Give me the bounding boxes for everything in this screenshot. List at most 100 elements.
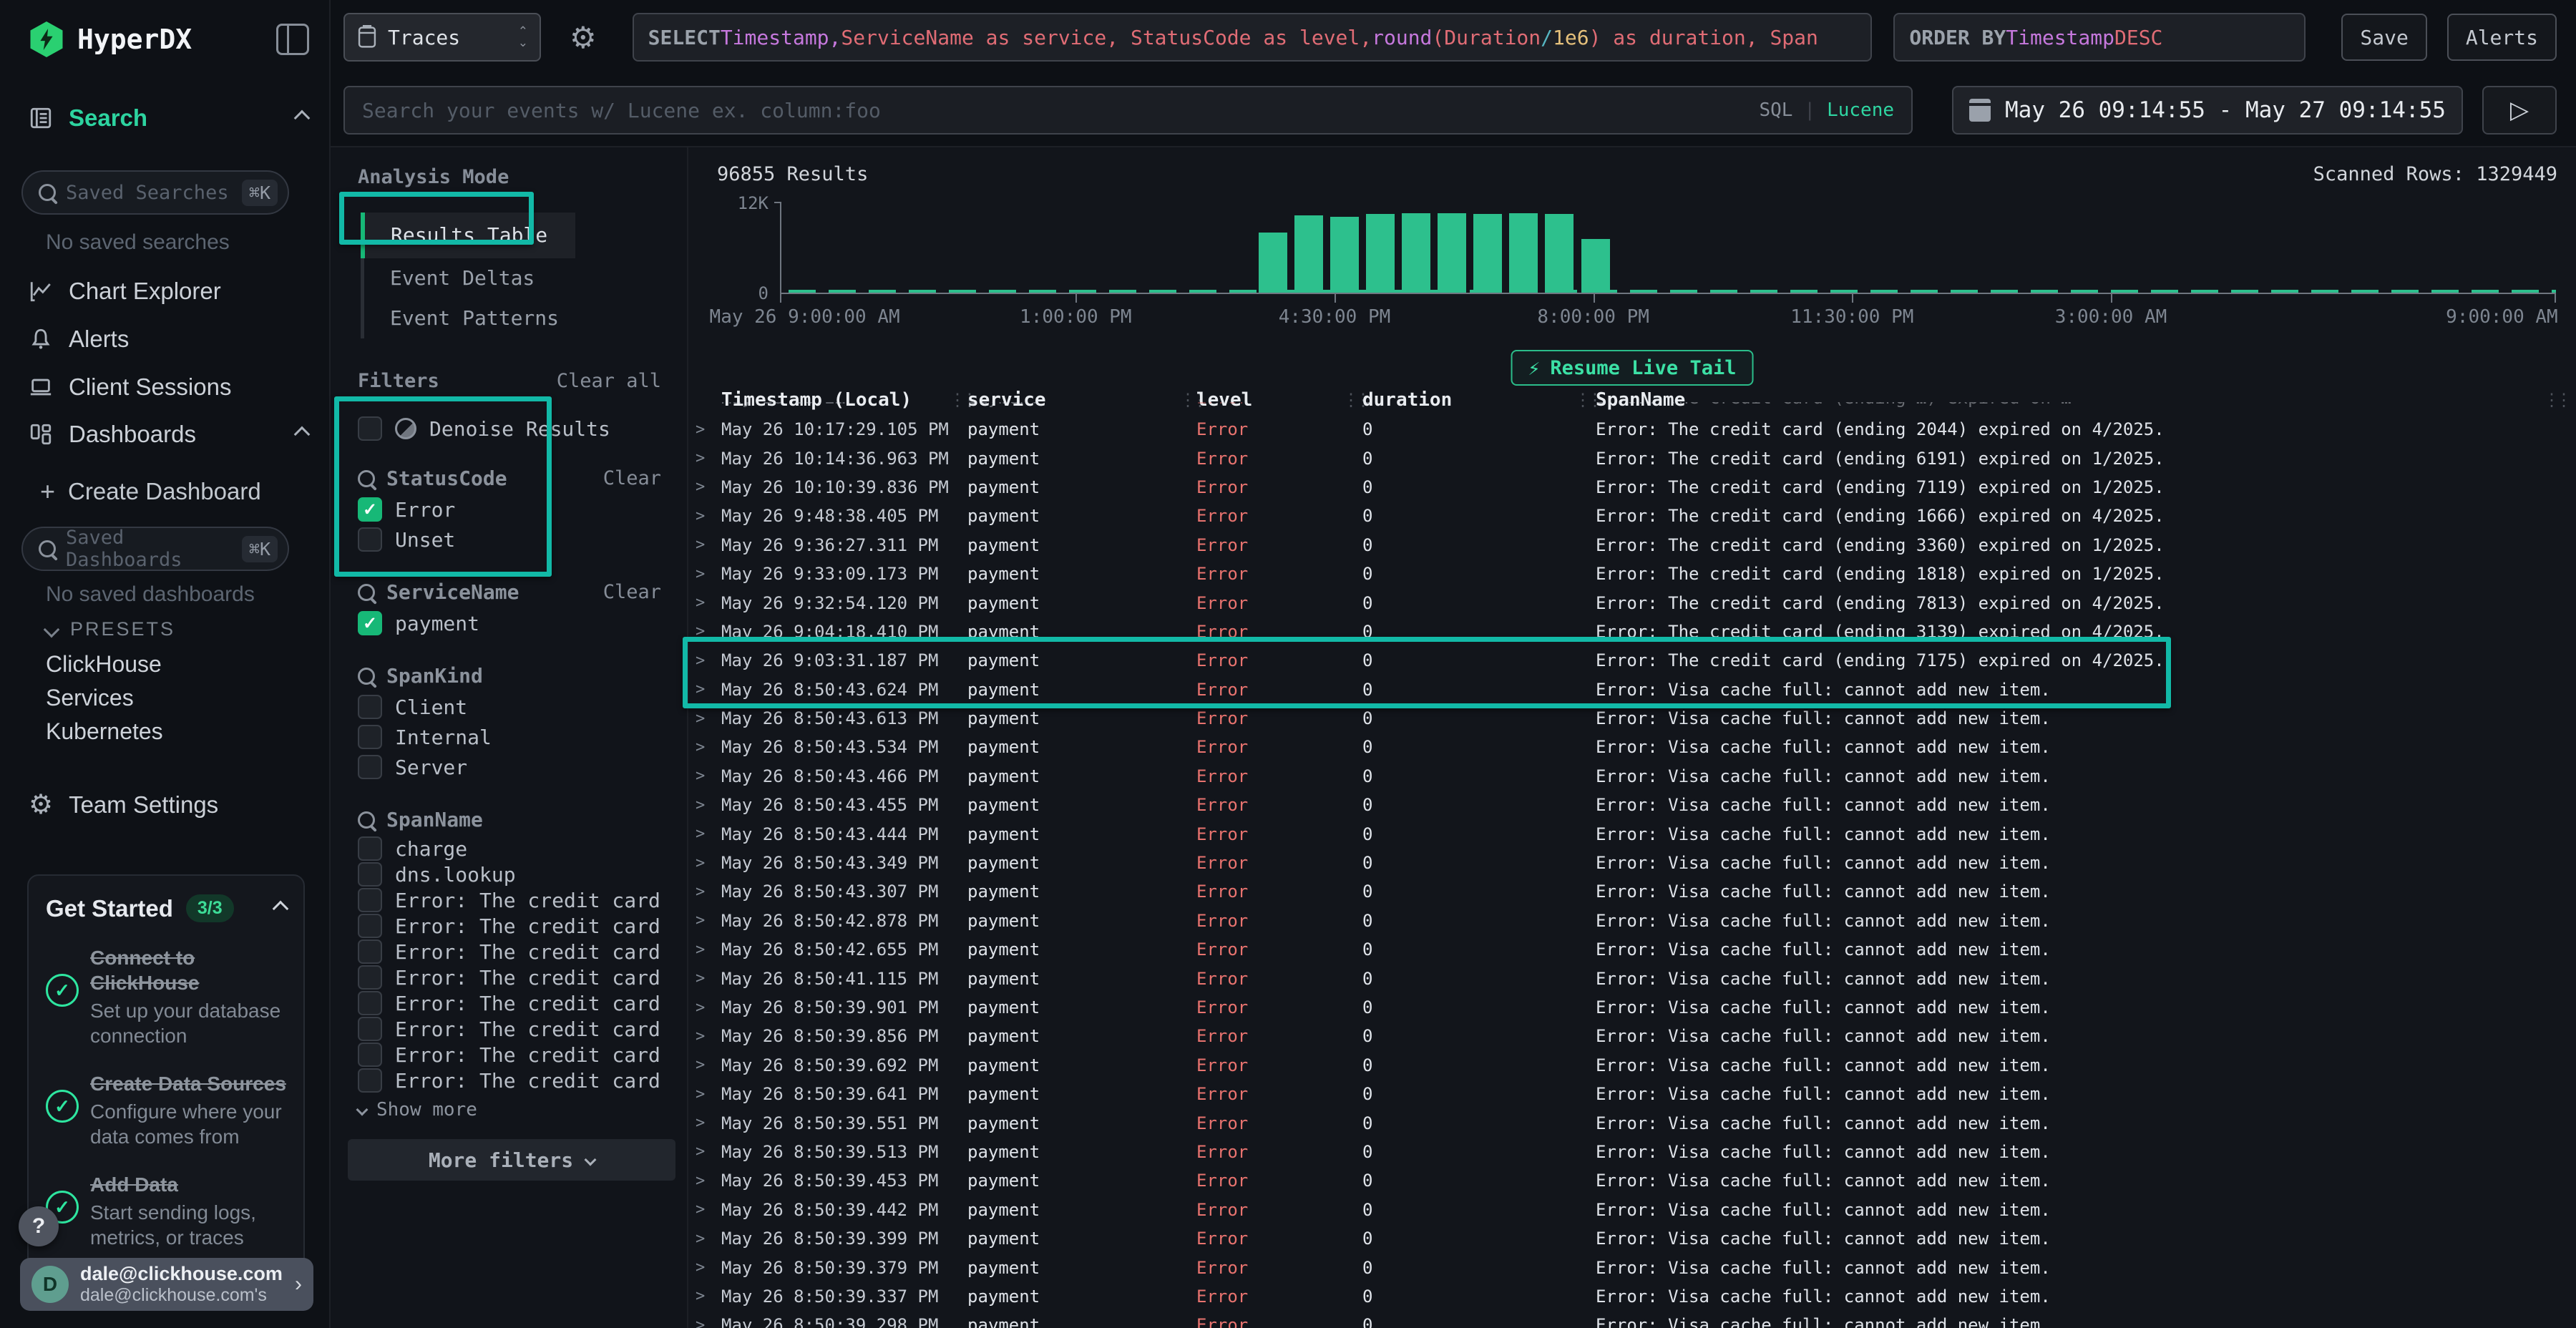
create-dashboard-button[interactable]: + Create Dashboard xyxy=(40,477,308,507)
preset-item-clickhouse[interactable]: ClickHouse xyxy=(46,651,308,678)
checkbox-unchecked-icon[interactable] xyxy=(358,1017,382,1041)
checkbox-unchecked-icon[interactable] xyxy=(358,991,382,1015)
sidebar-item-alerts[interactable]: Alerts xyxy=(29,326,308,353)
expand-chevron-icon[interactable]: > xyxy=(696,738,706,756)
column-header-timestamp-local[interactable]: Timestamp (Local) xyxy=(721,389,912,411)
run-query-button[interactable]: ▷ xyxy=(2482,86,2557,135)
saved-searches-input[interactable]: Saved Searches ⌘K xyxy=(21,170,289,215)
filter-option-error-the-credit-card[interactable]: Error: The credit card … xyxy=(358,939,661,965)
filter-option-error-the-credit-card[interactable]: Error: The credit card … xyxy=(358,1016,661,1042)
table-row[interactable]: > May 26 9:48:38.405 PM payment Error 0 Error… xyxy=(696,502,2572,530)
checkbox-unchecked-icon[interactable] xyxy=(358,416,382,441)
expand-chevron-icon[interactable]: > xyxy=(696,565,706,583)
table-row[interactable]: > May 26 8:50:42.655 PM payment Error 0 Error… xyxy=(696,935,2572,964)
filter-option-error-the-credit-card[interactable]: Error: The credit card … xyxy=(358,965,661,990)
expand-chevron-icon[interactable]: > xyxy=(696,882,706,901)
filter-option-payment[interactable]: ✓ payment xyxy=(358,608,661,638)
histogram-bar[interactable] xyxy=(1473,214,1503,293)
expand-chevron-icon[interactable]: > xyxy=(696,912,706,930)
denoise-results-checkbox[interactable]: Denoise Results xyxy=(358,416,661,441)
expand-chevron-icon[interactable]: > xyxy=(696,449,706,468)
sql-select-input[interactable]: SELECT Timestamp, ServiceName as service… xyxy=(632,13,1873,62)
table-row[interactable]: > May 26 8:50:41.115 PM payment Error 0 Error… xyxy=(696,964,2572,992)
preset-item-kubernetes[interactable]: Kubernetes xyxy=(46,718,308,745)
show-more-link[interactable]: Show more xyxy=(356,1099,661,1120)
resume-live-tail-button[interactable]: ⚡ Resume Live Tail xyxy=(1511,350,1754,386)
filter-option-error-the-credit-card[interactable]: Error: The credit card … xyxy=(358,1042,661,1068)
table-row[interactable]: > May 26 8:50:39.901 PM payment Error 0 Error… xyxy=(696,993,2572,1022)
histogram-bar[interactable] xyxy=(1294,215,1323,293)
clear-filter-link[interactable]: Clear xyxy=(602,581,661,603)
analysis-mode-event-patterns[interactable]: Event Patterns xyxy=(361,298,575,338)
get-started-item-add-data[interactable]: ✓ Add Data Start sending logs, metrics, or… xyxy=(46,1172,286,1250)
table-row[interactable]: > May 26 8:50:39.551 PM payment Error 0 Error… xyxy=(696,1108,2572,1137)
expand-chevron-icon[interactable]: > xyxy=(696,402,721,407)
alerts-button[interactable]: Alerts xyxy=(2446,14,2557,61)
table-row[interactable]: > May 26 8:50:43.444 PM payment Error 0 Error… xyxy=(696,819,2572,848)
checkbox-checked-icon[interactable]: ✓ xyxy=(358,611,382,635)
expand-chevron-icon[interactable]: > xyxy=(696,622,706,641)
checkbox-checked-icon[interactable]: ✓ xyxy=(358,497,382,522)
table-row[interactable]: > May 26 9:04:18.410 PM payment Error 0 Error… xyxy=(696,617,2572,646)
table-row[interactable]: > May 26 8:50:39.856 PM payment Error 0 Error… xyxy=(696,1022,2572,1050)
event-search-input[interactable]: Search your events w/ Lucene ex. column:… xyxy=(343,86,1913,135)
table-row[interactable]: > May 26 8:50:43.466 PM payment Error 0 Error… xyxy=(696,762,2572,791)
filter-option-unset[interactable]: Unset xyxy=(358,524,661,555)
table-row[interactable]: > May 26 8:50:43.455 PM payment Error 0 Error… xyxy=(696,791,2572,819)
expand-chevron-icon[interactable]: > xyxy=(696,709,706,728)
language-toggle[interactable]: SQL | Lucene xyxy=(1759,99,1894,121)
filter-option-error-the-credit-card[interactable]: Error: The credit card … xyxy=(358,1068,661,1093)
histogram-bar[interactable] xyxy=(1258,233,1287,293)
table-row[interactable]: > May 26 8:50:43.307 PM payment Error 0 Error… xyxy=(696,877,2572,906)
clear-all-link[interactable]: Clear all xyxy=(556,370,661,392)
column-header-spanname[interactable]: SpanName xyxy=(1596,389,1686,411)
table-row[interactable]: > May 26 8:50:43.624 PM payment Error 0 Error… xyxy=(696,675,2572,704)
lucene-toggle[interactable]: Lucene xyxy=(1827,99,1894,121)
table-row[interactable]: > May 26 9:32:54.120 PM payment Error 0 Error… xyxy=(696,588,2572,617)
table-row[interactable]: > May 26 10:10:39.836 PM payment Error 0 Erro… xyxy=(696,473,2572,502)
expand-chevron-icon[interactable]: > xyxy=(696,767,706,786)
save-button[interactable]: Save xyxy=(2341,14,2427,61)
expand-chevron-icon[interactable]: > xyxy=(696,420,706,439)
histogram-bar[interactable] xyxy=(1545,214,1574,293)
filter-option-internal[interactable]: Internal xyxy=(358,722,661,752)
get-started-item-connect-to-clickhouse[interactable]: ✓ Connect to ClickHouse Set up your databa… xyxy=(46,945,286,1048)
clear-filter-link[interactable]: Clear xyxy=(602,467,661,489)
expand-chevron-icon[interactable]: > xyxy=(696,1229,706,1248)
checkbox-unchecked-icon[interactable] xyxy=(358,725,382,749)
more-filters-button[interactable]: More filters xyxy=(348,1139,675,1181)
histogram-bar[interactable] xyxy=(1509,213,1538,293)
sql-toggle[interactable]: SQL xyxy=(1759,99,1793,121)
histogram-bar[interactable] xyxy=(1581,239,1610,293)
filter-option-error-the-credit-card[interactable]: Error: The credit card … xyxy=(358,887,661,913)
checkbox-unchecked-icon[interactable] xyxy=(358,836,382,861)
expand-chevron-icon[interactable]: > xyxy=(696,1201,706,1219)
table-row[interactable]: > May 26 9:33:09.173 PM payment Error 0 Error… xyxy=(696,560,2572,588)
expand-chevron-icon[interactable]: > xyxy=(696,1143,706,1161)
filter-option-error[interactable]: ✓ Error xyxy=(358,494,661,524)
checkbox-unchecked-icon[interactable] xyxy=(358,914,382,938)
table-row[interactable]: >May 26 10:2… payment Error 0 Error: The cre… xyxy=(696,402,2572,412)
user-menu[interactable]: D dale@clickhouse.com dale@clickhouse.co… xyxy=(20,1258,313,1311)
filter-option-dns-lookup[interactable]: dns.lookup xyxy=(358,861,661,887)
checkbox-unchecked-icon[interactable] xyxy=(358,939,382,964)
table-row[interactable]: > May 26 8:50:43.613 PM payment Error 0 Error… xyxy=(696,704,2572,733)
table-row[interactable]: > May 26 8:50:42.878 PM payment Error 0 Error… xyxy=(696,907,2572,935)
expand-chevron-icon[interactable]: > xyxy=(696,1171,706,1190)
expand-chevron-icon[interactable]: > xyxy=(696,1085,706,1103)
get-started-item-create-data-sources[interactable]: ✓ Create Data Sources Configure where your… xyxy=(46,1071,286,1149)
table-row[interactable]: > May 26 8:50:39.337 PM payment Error 0 Error… xyxy=(696,1282,2572,1311)
expand-chevron-icon[interactable]: > xyxy=(696,1114,706,1133)
table-row[interactable]: > May 26 8:50:43.349 PM payment Error 0 Error… xyxy=(696,849,2572,877)
checkbox-unchecked-icon[interactable] xyxy=(358,695,382,719)
expand-chevron-icon[interactable]: > xyxy=(696,680,706,699)
expand-chevron-icon[interactable]: > xyxy=(696,940,706,959)
table-row[interactable]: > May 26 9:36:27.311 PM payment Error 0 Error… xyxy=(696,531,2572,560)
checkbox-unchecked-icon[interactable] xyxy=(358,888,382,912)
help-button[interactable]: ? xyxy=(19,1206,59,1246)
chart-plot-area[interactable] xyxy=(780,202,2556,293)
table-row[interactable]: > May 26 8:50:39.641 PM payment Error 0 Error… xyxy=(696,1080,2572,1108)
expand-chevron-icon[interactable]: > xyxy=(696,536,706,555)
expand-chevron-icon[interactable]: > xyxy=(696,825,706,844)
table-row[interactable]: > May 26 8:50:39.298 PM payment Error 0 Error… xyxy=(696,1311,2572,1328)
